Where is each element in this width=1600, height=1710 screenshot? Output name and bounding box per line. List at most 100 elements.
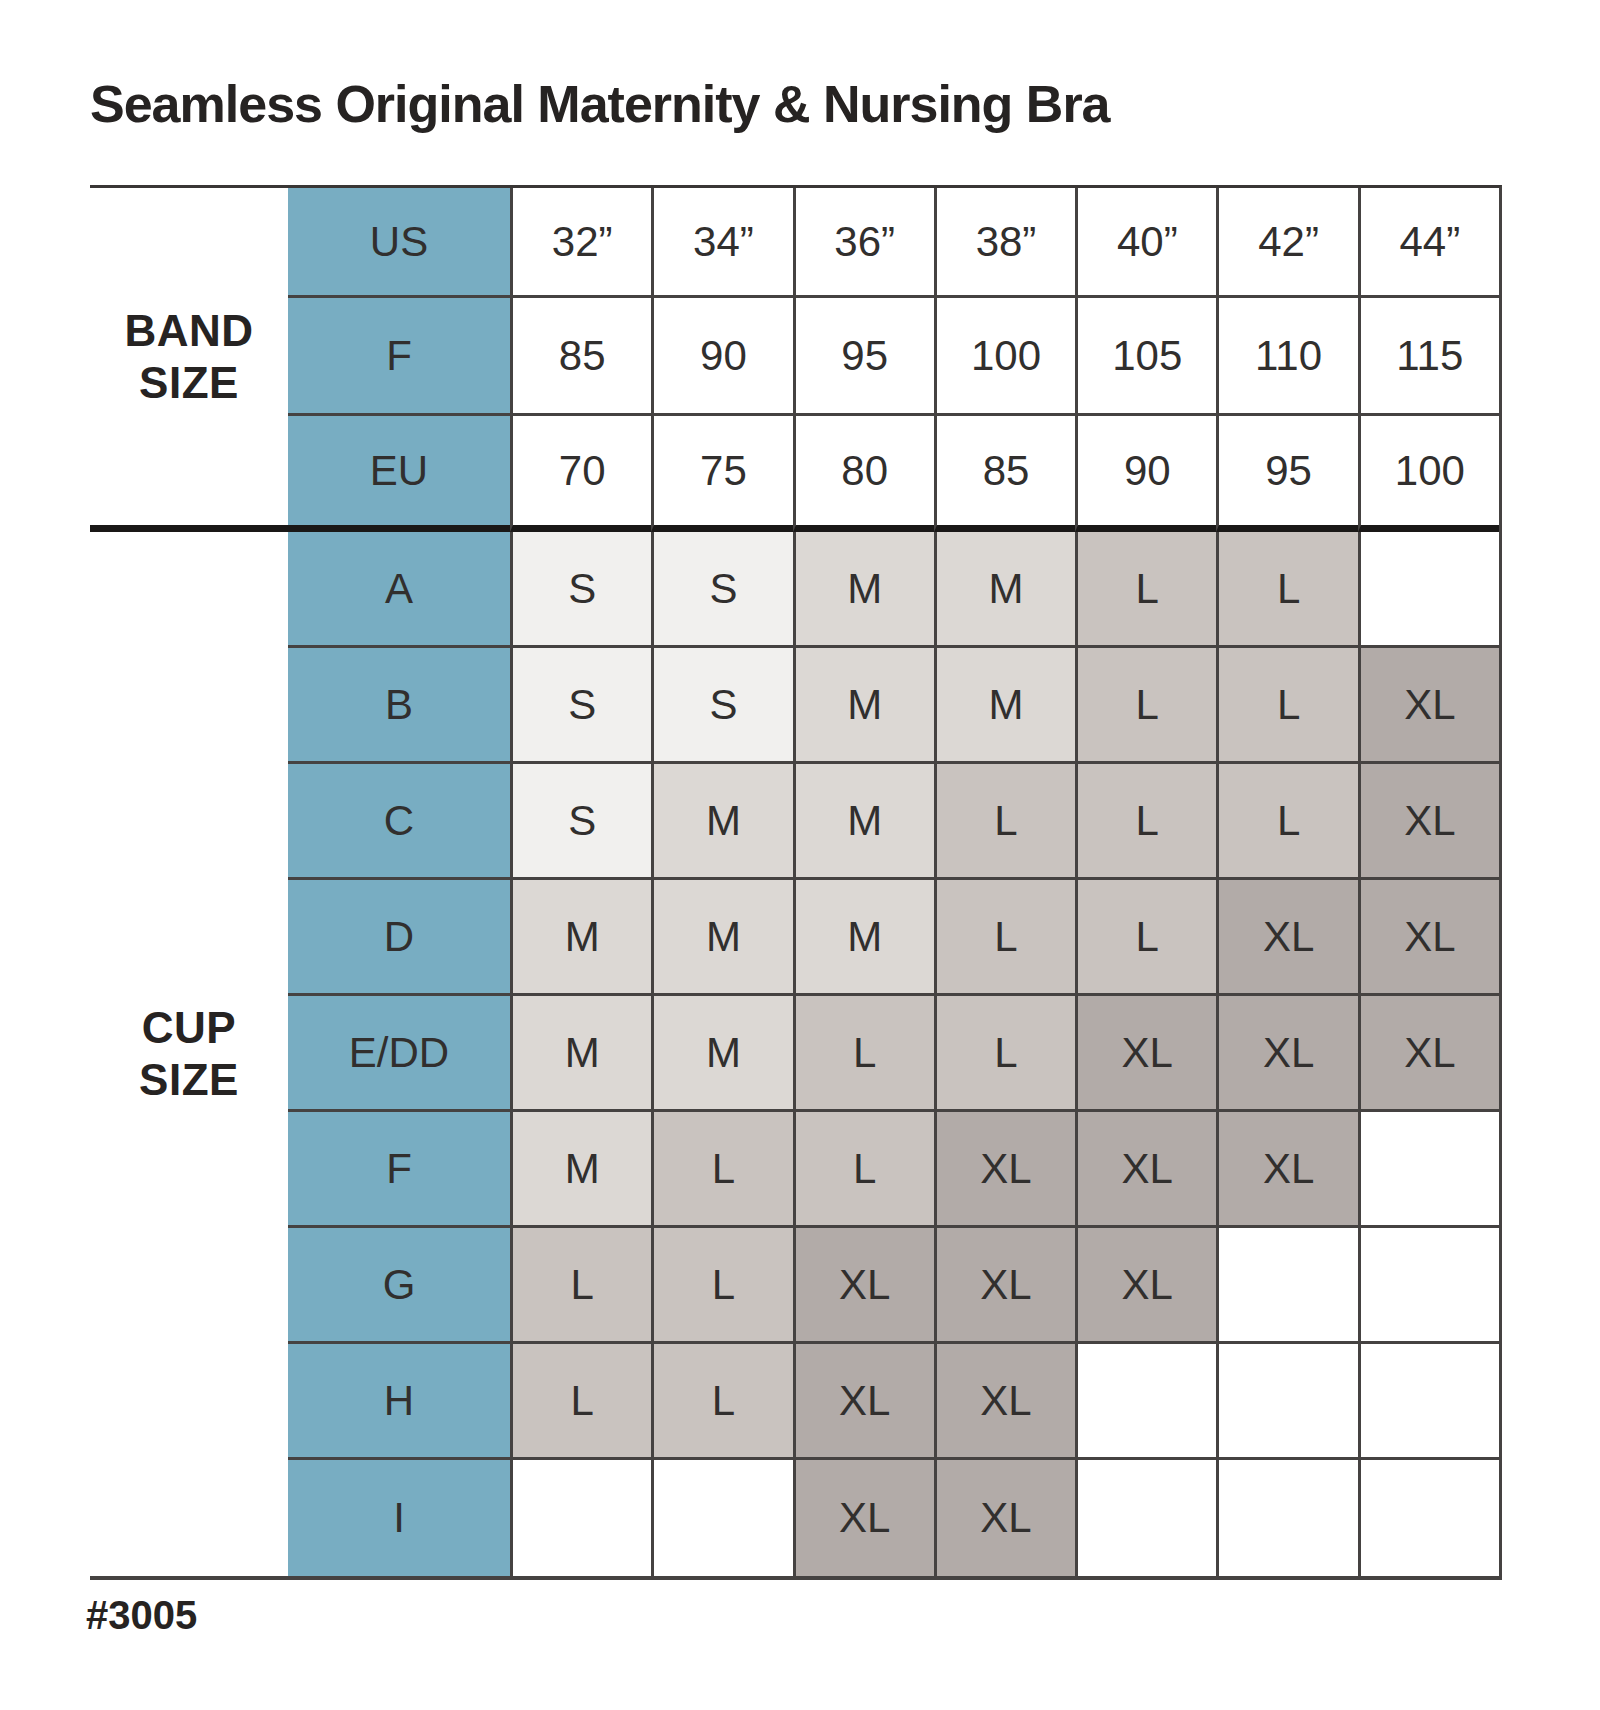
cup-size-cell xyxy=(651,1460,792,1576)
cup-size-cell: M xyxy=(793,880,934,996)
cup-size-cell: XL xyxy=(1075,1112,1216,1228)
band-size-cell: 36” xyxy=(793,188,934,298)
band-row-label: EU xyxy=(288,416,510,532)
cup-size-cell xyxy=(1358,532,1499,648)
cup-size-cell: L xyxy=(510,1344,651,1460)
page-title: Seamless Original Maternity & Nursing Br… xyxy=(90,74,1110,134)
band-size-cell: 90 xyxy=(651,298,792,416)
cup-size-cell: XL xyxy=(793,1228,934,1344)
cup-size-cell: M xyxy=(793,764,934,880)
cup-size-cell: XL xyxy=(1358,764,1499,880)
cup-size-cell: L xyxy=(934,764,1075,880)
cup-size-cell: L xyxy=(1075,764,1216,880)
band-size-cell: 40” xyxy=(1075,188,1216,298)
band-size-cell: 32” xyxy=(510,188,651,298)
cup-size-cell: M xyxy=(934,648,1075,764)
cup-size-cell: M xyxy=(793,648,934,764)
cup-row-label: H xyxy=(288,1344,510,1460)
cup-size-cell: M xyxy=(651,996,792,1112)
band-size-cell: 105 xyxy=(1075,298,1216,416)
cup-size-cell xyxy=(1358,1344,1499,1460)
cup-row-label: G xyxy=(288,1228,510,1344)
band-size-cell: 115 xyxy=(1358,298,1499,416)
cup-size-cell: XL xyxy=(1216,996,1357,1112)
cup-size-cell: M xyxy=(651,880,792,996)
cup-size-cell: XL xyxy=(1075,996,1216,1112)
cup-size-cell: S xyxy=(651,648,792,764)
cup-size-cell: L xyxy=(651,1112,792,1228)
band-size-cell: 44” xyxy=(1358,188,1499,298)
cup-size-cell: M xyxy=(934,532,1075,648)
cup-size-cell: S xyxy=(510,532,651,648)
band-size-cell: 95 xyxy=(1216,416,1357,532)
cup-size-cell: XL xyxy=(934,1344,1075,1460)
cup-size-cell: S xyxy=(651,532,792,648)
band-size-cell: 85 xyxy=(510,298,651,416)
cup-row-label: C xyxy=(288,764,510,880)
cup-size-section-label: CUP SIZE xyxy=(90,532,288,1576)
band-size-cell: 38” xyxy=(934,188,1075,298)
cup-size-cell: M xyxy=(510,1112,651,1228)
cup-size-cell: L xyxy=(793,996,934,1112)
size-chart-page: { "title": "Seamless Original Maternity … xyxy=(0,0,1600,1710)
band-size-cell: 75 xyxy=(651,416,792,532)
band-size-cell: 34” xyxy=(651,188,792,298)
band-size-cell: 85 xyxy=(934,416,1075,532)
cup-size-cell: M xyxy=(510,880,651,996)
cup-size-cell xyxy=(1358,1112,1499,1228)
cup-size-cell: L xyxy=(1075,648,1216,764)
cup-size-cell xyxy=(510,1460,651,1576)
cup-size-cell: L xyxy=(934,880,1075,996)
cup-row-label: A xyxy=(288,532,510,648)
band-size-cell: 42” xyxy=(1216,188,1357,298)
cup-size-cell: L xyxy=(651,1344,792,1460)
cup-size-cell: XL xyxy=(1358,648,1499,764)
cup-size-cell: XL xyxy=(934,1112,1075,1228)
band-size-cell: 100 xyxy=(934,298,1075,416)
cup-size-cell: S xyxy=(510,764,651,880)
band-size-cell: 90 xyxy=(1075,416,1216,532)
cup-size-cell: L xyxy=(1216,648,1357,764)
cup-row-label: B xyxy=(288,648,510,764)
product-number: #3005 xyxy=(86,1593,197,1638)
cup-size-cell: L xyxy=(1216,532,1357,648)
band-size-section-label: BAND SIZE xyxy=(90,188,288,532)
band-size-cell: 80 xyxy=(793,416,934,532)
cup-size-cell xyxy=(1075,1344,1216,1460)
cup-size-cell: M xyxy=(651,764,792,880)
cup-size-cell: L xyxy=(1216,764,1357,880)
cup-size-cell: XL xyxy=(793,1460,934,1576)
size-chart-table: BAND SIZECUP SIZE US32”34”36”38”40”42”44”… xyxy=(90,185,1502,1580)
cup-size-cell: L xyxy=(1075,880,1216,996)
cup-size-cell: L xyxy=(934,996,1075,1112)
cup-size-cell xyxy=(1075,1460,1216,1576)
cup-size-cell: XL xyxy=(1216,880,1357,996)
cup-size-cell: S xyxy=(510,648,651,764)
cup-size-cell: L xyxy=(651,1228,792,1344)
band-size-cell: 95 xyxy=(793,298,934,416)
band-size-cell: 70 xyxy=(510,416,651,532)
cup-row-label: I xyxy=(288,1460,510,1576)
band-row-label: US xyxy=(288,188,510,298)
cup-size-cell: XL xyxy=(934,1460,1075,1576)
cup-size-cell: XL xyxy=(1075,1228,1216,1344)
cup-size-cell: XL xyxy=(1358,880,1499,996)
cup-size-cell: L xyxy=(793,1112,934,1228)
cup-size-cell xyxy=(1358,1460,1499,1576)
band-row-label: F xyxy=(288,298,510,416)
cup-size-cell xyxy=(1358,1228,1499,1344)
cup-row-label: E/DD xyxy=(288,996,510,1112)
cup-size-cell xyxy=(1216,1460,1357,1576)
cup-size-cell xyxy=(1216,1344,1357,1460)
cup-row-label: D xyxy=(288,880,510,996)
cup-size-cell: XL xyxy=(1216,1112,1357,1228)
cup-size-cell: L xyxy=(1075,532,1216,648)
cup-size-cell: M xyxy=(793,532,934,648)
band-size-cell: 100 xyxy=(1358,416,1499,532)
cup-size-cell: XL xyxy=(793,1344,934,1460)
cup-row-label: F xyxy=(288,1112,510,1228)
cup-size-cell: XL xyxy=(1358,996,1499,1112)
cup-size-cell xyxy=(1216,1228,1357,1344)
cup-size-cell: XL xyxy=(934,1228,1075,1344)
cup-size-cell: M xyxy=(510,996,651,1112)
